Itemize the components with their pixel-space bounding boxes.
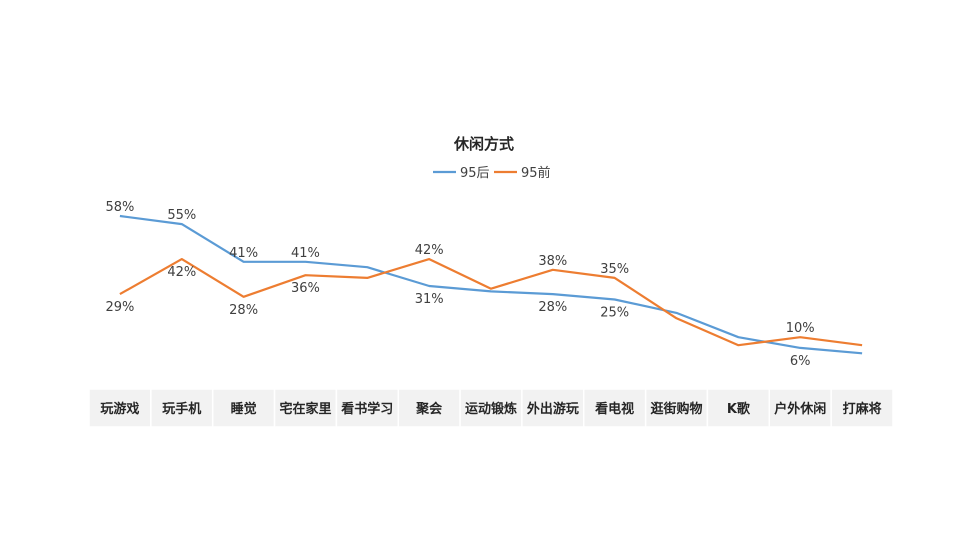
category-label: 外出游玩 [526, 401, 579, 417]
category-cell-睡觉 [211, 388, 276, 428]
category-cell-聚会 [397, 388, 461, 428]
data-label-95后: 55% [167, 208, 196, 223]
chart-title: 休闲方式 [453, 135, 514, 153]
category-cell-户外休闲 [768, 388, 832, 428]
series-line-95前 [119, 258, 863, 347]
legend: 95后 95前 [433, 165, 551, 181]
data-label-95前: 29% [105, 300, 134, 315]
category-axis: 玩游戏 玩手机 睡觉 宅在家里 看书学习 聚会 运动锻炼 外出游玩 看电视 逛街购物 K歌 户外休闲 打… [88, 388, 894, 428]
category-cell-K歌 [706, 388, 771, 428]
data-label-95前: 42% [415, 243, 444, 258]
data-label-95前: 38% [538, 254, 567, 269]
series-line-95后 [119, 214, 863, 355]
category-cell-打麻将 [830, 388, 894, 428]
category-label: 聚会 [415, 401, 443, 417]
data-label-95后: 31% [415, 292, 444, 307]
category-label: 宅在家里 [279, 401, 331, 417]
data-label-95前: 42% [167, 265, 196, 280]
category-cell-逛街购物 [644, 388, 709, 428]
data-label-95后: 41% [291, 246, 320, 261]
category-label: 玩游戏 [100, 401, 139, 417]
data-label-95后: 6% [790, 354, 811, 369]
category-label: 打麻将 [843, 401, 882, 417]
category-label: 睡觉 [231, 401, 257, 417]
data-label-95前: 35% [600, 262, 629, 277]
data-label-95后: 25% [600, 306, 629, 321]
legend-label-95后: 95后 [460, 166, 490, 181]
data-label-95后: 28% [538, 300, 567, 315]
data-label-95前: 36% [291, 281, 320, 296]
category-cell-看电视 [583, 388, 647, 428]
series-layer [119, 214, 863, 355]
data-label-95后: 58% [105, 200, 134, 215]
category-label: 看电视 [595, 401, 634, 417]
category-label: 看书学习 [341, 401, 393, 417]
category-cell-运动锻炼 [459, 388, 523, 428]
category-label: 运动锻炼 [465, 401, 517, 417]
category-label: 逛街购物 [651, 401, 703, 417]
category-cell-外出游玩 [521, 388, 585, 428]
category-label: 户外休闲 [774, 401, 826, 417]
category-label: 玩手机 [162, 401, 201, 417]
data-label-95后: 41% [229, 246, 258, 261]
data-label-95前: 10% [786, 321, 815, 336]
category-cell-宅在家里 [273, 388, 338, 428]
data-labels: 58% 29% 55% 42% 41% 28% 41% 36% 31% 42% 28% 38% 25% 3… [105, 200, 814, 369]
category-label: K歌 [727, 401, 751, 417]
data-label-95前: 28% [229, 303, 258, 318]
legend-label-95前: 95前 [521, 165, 551, 181]
